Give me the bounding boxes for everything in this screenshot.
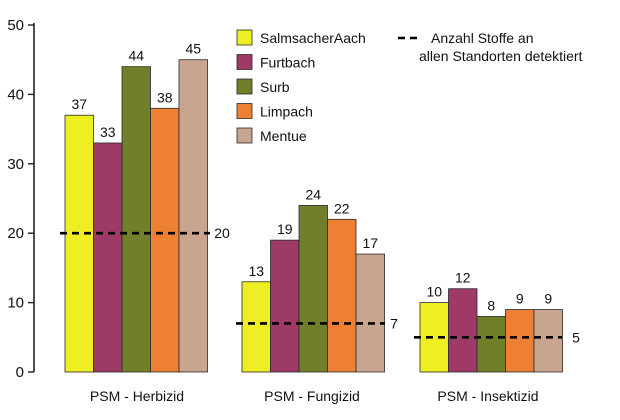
bar-value-label: 38: [157, 89, 173, 105]
y-tick-label: 50: [7, 17, 24, 34]
category-labels: PSM - Herbizid PSM - Fungizid PSM - Insekt…: [90, 388, 539, 404]
legend-swatch: [236, 103, 253, 119]
legend-label: SalmsacherAach: [260, 30, 366, 46]
y-tick-label: 40: [7, 86, 24, 103]
legend-label: Furtbach: [260, 55, 315, 71]
y-tick-label: 30: [7, 156, 24, 173]
bars: [64, 59, 563, 373]
reference-value-label: 7: [390, 315, 398, 331]
category-label: PSM - Insektizid: [437, 388, 538, 404]
bar-value-label: 45: [185, 41, 201, 57]
legend-label: Surb: [260, 79, 290, 95]
bar: [298, 205, 328, 373]
bar-value-label: 33: [100, 124, 116, 140]
bar: [533, 309, 563, 373]
bar-value-label: 19: [277, 221, 293, 237]
legend: SalmsacherAach Furtbach Surb Limpach Mentue A…: [236, 29, 583, 144]
y-axis: 0 10 20 30 40 50: [7, 17, 35, 381]
bar-value-label: 24: [305, 186, 321, 202]
bar: [505, 309, 535, 373]
bar: [270, 239, 300, 373]
value-labels: 37 13 10 33 19 12 44 24 8 38 22 9 45 17 9: [71, 41, 552, 314]
bar-value-label: 8: [487, 297, 495, 313]
category-label: PSM - Fungizid: [264, 388, 360, 404]
bar-value-label: 9: [516, 291, 524, 307]
bar-value-label: 10: [426, 284, 442, 300]
legend-reference-label: Anzahl Stoffe an: [431, 30, 533, 46]
bar-value-label: 9: [544, 291, 552, 307]
bar: [327, 218, 357, 373]
bar: [64, 114, 94, 373]
bar-value-label: 13: [248, 263, 264, 279]
bar: [150, 107, 180, 373]
y-tick-label: 10: [7, 295, 24, 312]
bar: [93, 142, 123, 373]
bar: [355, 253, 385, 373]
bar: [121, 66, 151, 373]
bar: [476, 316, 506, 373]
bar: [448, 288, 478, 373]
bar-value-label: 17: [362, 235, 378, 251]
reference-value-label: 5: [572, 329, 580, 345]
bar: [241, 281, 271, 373]
legend-label: Mentue: [260, 128, 307, 144]
legend-reference-label: allen Standorten detektiert: [419, 48, 583, 64]
legend-swatch: [236, 127, 253, 144]
legend-swatch: [236, 54, 253, 70]
y-tick-label: 0: [16, 364, 24, 381]
y-tick-label: 20: [7, 225, 24, 242]
category-label: PSM - Herbizid: [90, 388, 184, 404]
bar-value-label: 22: [334, 200, 350, 216]
legend-swatch: [236, 29, 253, 46]
bar-value-label: 12: [455, 270, 471, 286]
bar-value-label: 37: [71, 96, 87, 112]
legend-label: Limpach: [260, 104, 313, 120]
bar: [178, 59, 208, 373]
bar-value-label: 44: [128, 48, 144, 64]
legend-swatch: [236, 78, 253, 95]
reference-value-label: 20: [214, 225, 230, 241]
